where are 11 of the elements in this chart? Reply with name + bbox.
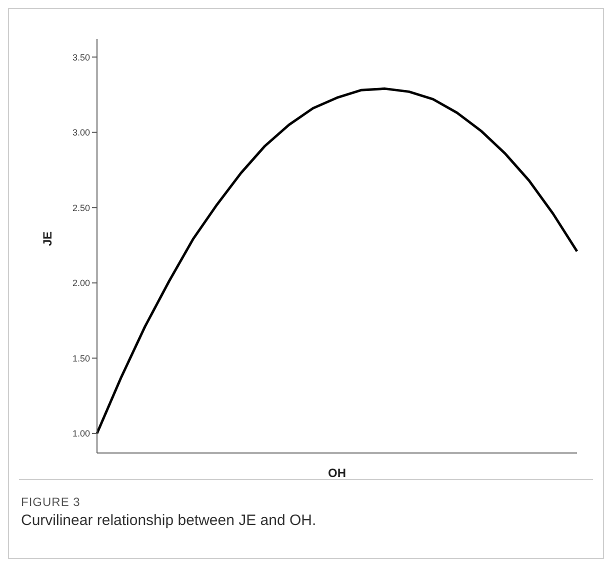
y-tick-label: 2.50 bbox=[72, 202, 90, 213]
y-tick-label: 1.50 bbox=[72, 353, 90, 364]
x-axis-title: OH bbox=[328, 466, 346, 480]
y-tick-label: 1.00 bbox=[72, 428, 90, 439]
y-tick-label: 3.50 bbox=[72, 52, 90, 62]
caption: FIGURE 3 bbox=[21, 495, 80, 509]
text: Curvilinear relationship between JE and OH. bbox=[21, 512, 316, 529]
y-tick-label: 2.00 bbox=[72, 278, 90, 288]
y-axis-title: JE bbox=[40, 231, 54, 246]
y-tick-label: 3.00 bbox=[72, 128, 90, 138]
line-series bbox=[96, 87, 578, 435]
